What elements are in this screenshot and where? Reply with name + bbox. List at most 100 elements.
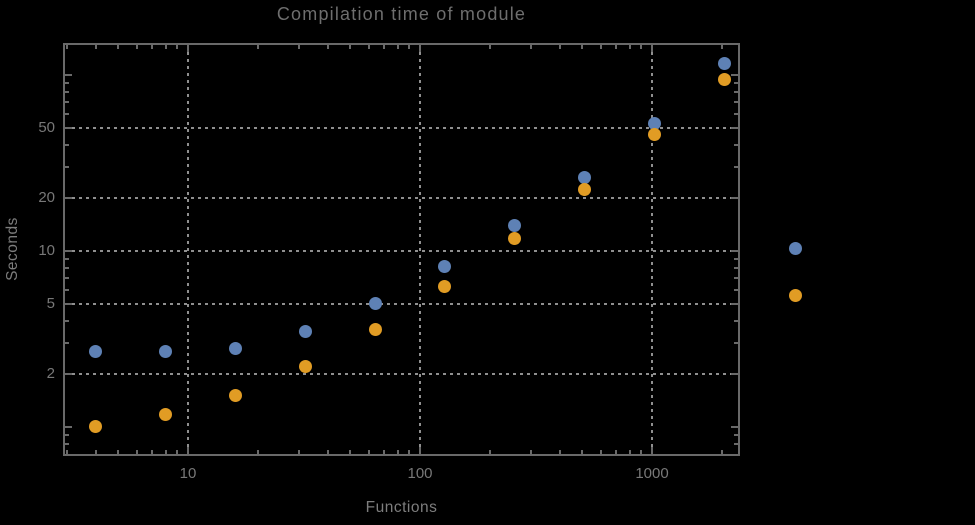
legend-marker-orange <box>789 289 802 302</box>
data-point-series-blue <box>578 171 592 185</box>
y-tick <box>65 289 69 292</box>
x-tick-top <box>349 45 352 49</box>
x-tick <box>529 450 532 454</box>
x-tick <box>396 450 399 454</box>
x-tick <box>581 450 584 454</box>
y-tick-right <box>731 372 738 375</box>
x-tick-top <box>419 45 421 52</box>
x-tick <box>599 450 602 454</box>
x-tick-top <box>396 45 399 49</box>
data-point-series-orange <box>438 279 452 293</box>
x-tick <box>65 450 68 454</box>
x-tick <box>651 447 653 454</box>
x-tick-label-100: 100 <box>407 465 433 482</box>
data-point-series-orange <box>89 420 103 434</box>
x-tick-top <box>581 45 584 49</box>
x-tick <box>94 450 97 454</box>
data-point-series-orange <box>298 360 312 374</box>
y-tick-right <box>731 127 738 129</box>
data-point-series-blue <box>298 324 312 338</box>
x-axis-label: Functions <box>365 499 438 516</box>
x-tick-top <box>615 45 618 49</box>
y-tick <box>65 267 69 270</box>
x-tick-top <box>326 45 329 49</box>
x-tick-top <box>408 45 411 49</box>
gridline-y-2 <box>65 372 738 375</box>
y-tick <box>65 372 72 375</box>
x-tick-label-10: 10 <box>179 465 197 482</box>
y-tick <box>65 434 69 437</box>
x-tick <box>349 450 352 454</box>
x-tick-top <box>117 45 120 49</box>
y-tick-right <box>734 258 738 261</box>
y-tick-right <box>734 289 738 292</box>
plot-area: 10 100 1000 50 20 10 5 2 <box>38 43 802 482</box>
x-tick-top <box>599 45 602 49</box>
x-tick-top <box>488 45 491 49</box>
y-tick <box>65 101 69 104</box>
x-tick-top <box>367 45 370 49</box>
data-point-series-orange <box>368 322 382 336</box>
data-point-series-blue <box>508 219 522 233</box>
gridline-y-50 <box>65 127 738 129</box>
x-tick-top <box>256 45 259 49</box>
x-tick <box>164 450 167 454</box>
y-tick <box>65 302 72 305</box>
y-tick-right <box>731 302 738 305</box>
gridline-x-100 <box>419 45 421 454</box>
x-tick <box>488 450 491 454</box>
x-tick <box>558 450 561 454</box>
y-tick <box>65 249 72 252</box>
x-tick-top <box>640 45 643 49</box>
y-tick <box>65 127 72 129</box>
y-tick <box>65 144 69 147</box>
data-point-series-blue <box>717 57 731 71</box>
y-tick-right <box>734 443 738 446</box>
data-point-series-orange <box>508 232 522 246</box>
x-tick-top <box>164 45 167 49</box>
gridline-x-10 <box>187 45 189 454</box>
x-tick-top <box>628 45 631 49</box>
y-tick <box>65 74 72 77</box>
y-tick-right <box>734 320 738 323</box>
x-tick <box>135 450 138 454</box>
x-tick-top <box>651 45 653 52</box>
x-tick <box>256 450 259 454</box>
x-tick <box>187 447 189 454</box>
y-tick <box>65 277 69 280</box>
x-tick <box>367 450 370 454</box>
data-point-series-blue <box>368 297 382 311</box>
y-tick <box>65 197 72 200</box>
y-tick-right <box>734 342 738 344</box>
data-point-series-blue <box>438 259 452 273</box>
y-tick <box>65 258 69 261</box>
chart-title: Compilation time of module <box>276 4 527 24</box>
y-tick-label-5: 5 <box>46 294 55 312</box>
y-tick-right <box>734 101 738 104</box>
data-point-series-blue <box>159 344 173 358</box>
x-tick-top <box>558 45 561 49</box>
y-tick-right <box>734 166 738 169</box>
data-point-series-blue <box>89 344 103 358</box>
x-tick <box>615 450 618 454</box>
y-tick-right <box>731 249 738 252</box>
x-tick-top <box>720 45 723 49</box>
y-tick-right <box>731 197 738 200</box>
y-tick <box>65 320 69 323</box>
data-point-series-orange <box>647 127 661 141</box>
x-tick <box>720 450 723 454</box>
x-tick <box>151 450 154 454</box>
x-tick <box>419 447 421 454</box>
y-tick <box>65 342 69 344</box>
y-tick <box>65 443 69 446</box>
y-axis-label: Seconds <box>4 217 21 281</box>
x-tick <box>176 450 179 454</box>
x-tick-top <box>529 45 532 49</box>
y-tick-right <box>734 144 738 147</box>
y-tick-right <box>734 434 738 437</box>
data-point-series-blue <box>647 117 661 131</box>
gridline-y-10 <box>65 249 738 252</box>
x-tick-top <box>176 45 179 49</box>
x-tick <box>297 450 300 454</box>
